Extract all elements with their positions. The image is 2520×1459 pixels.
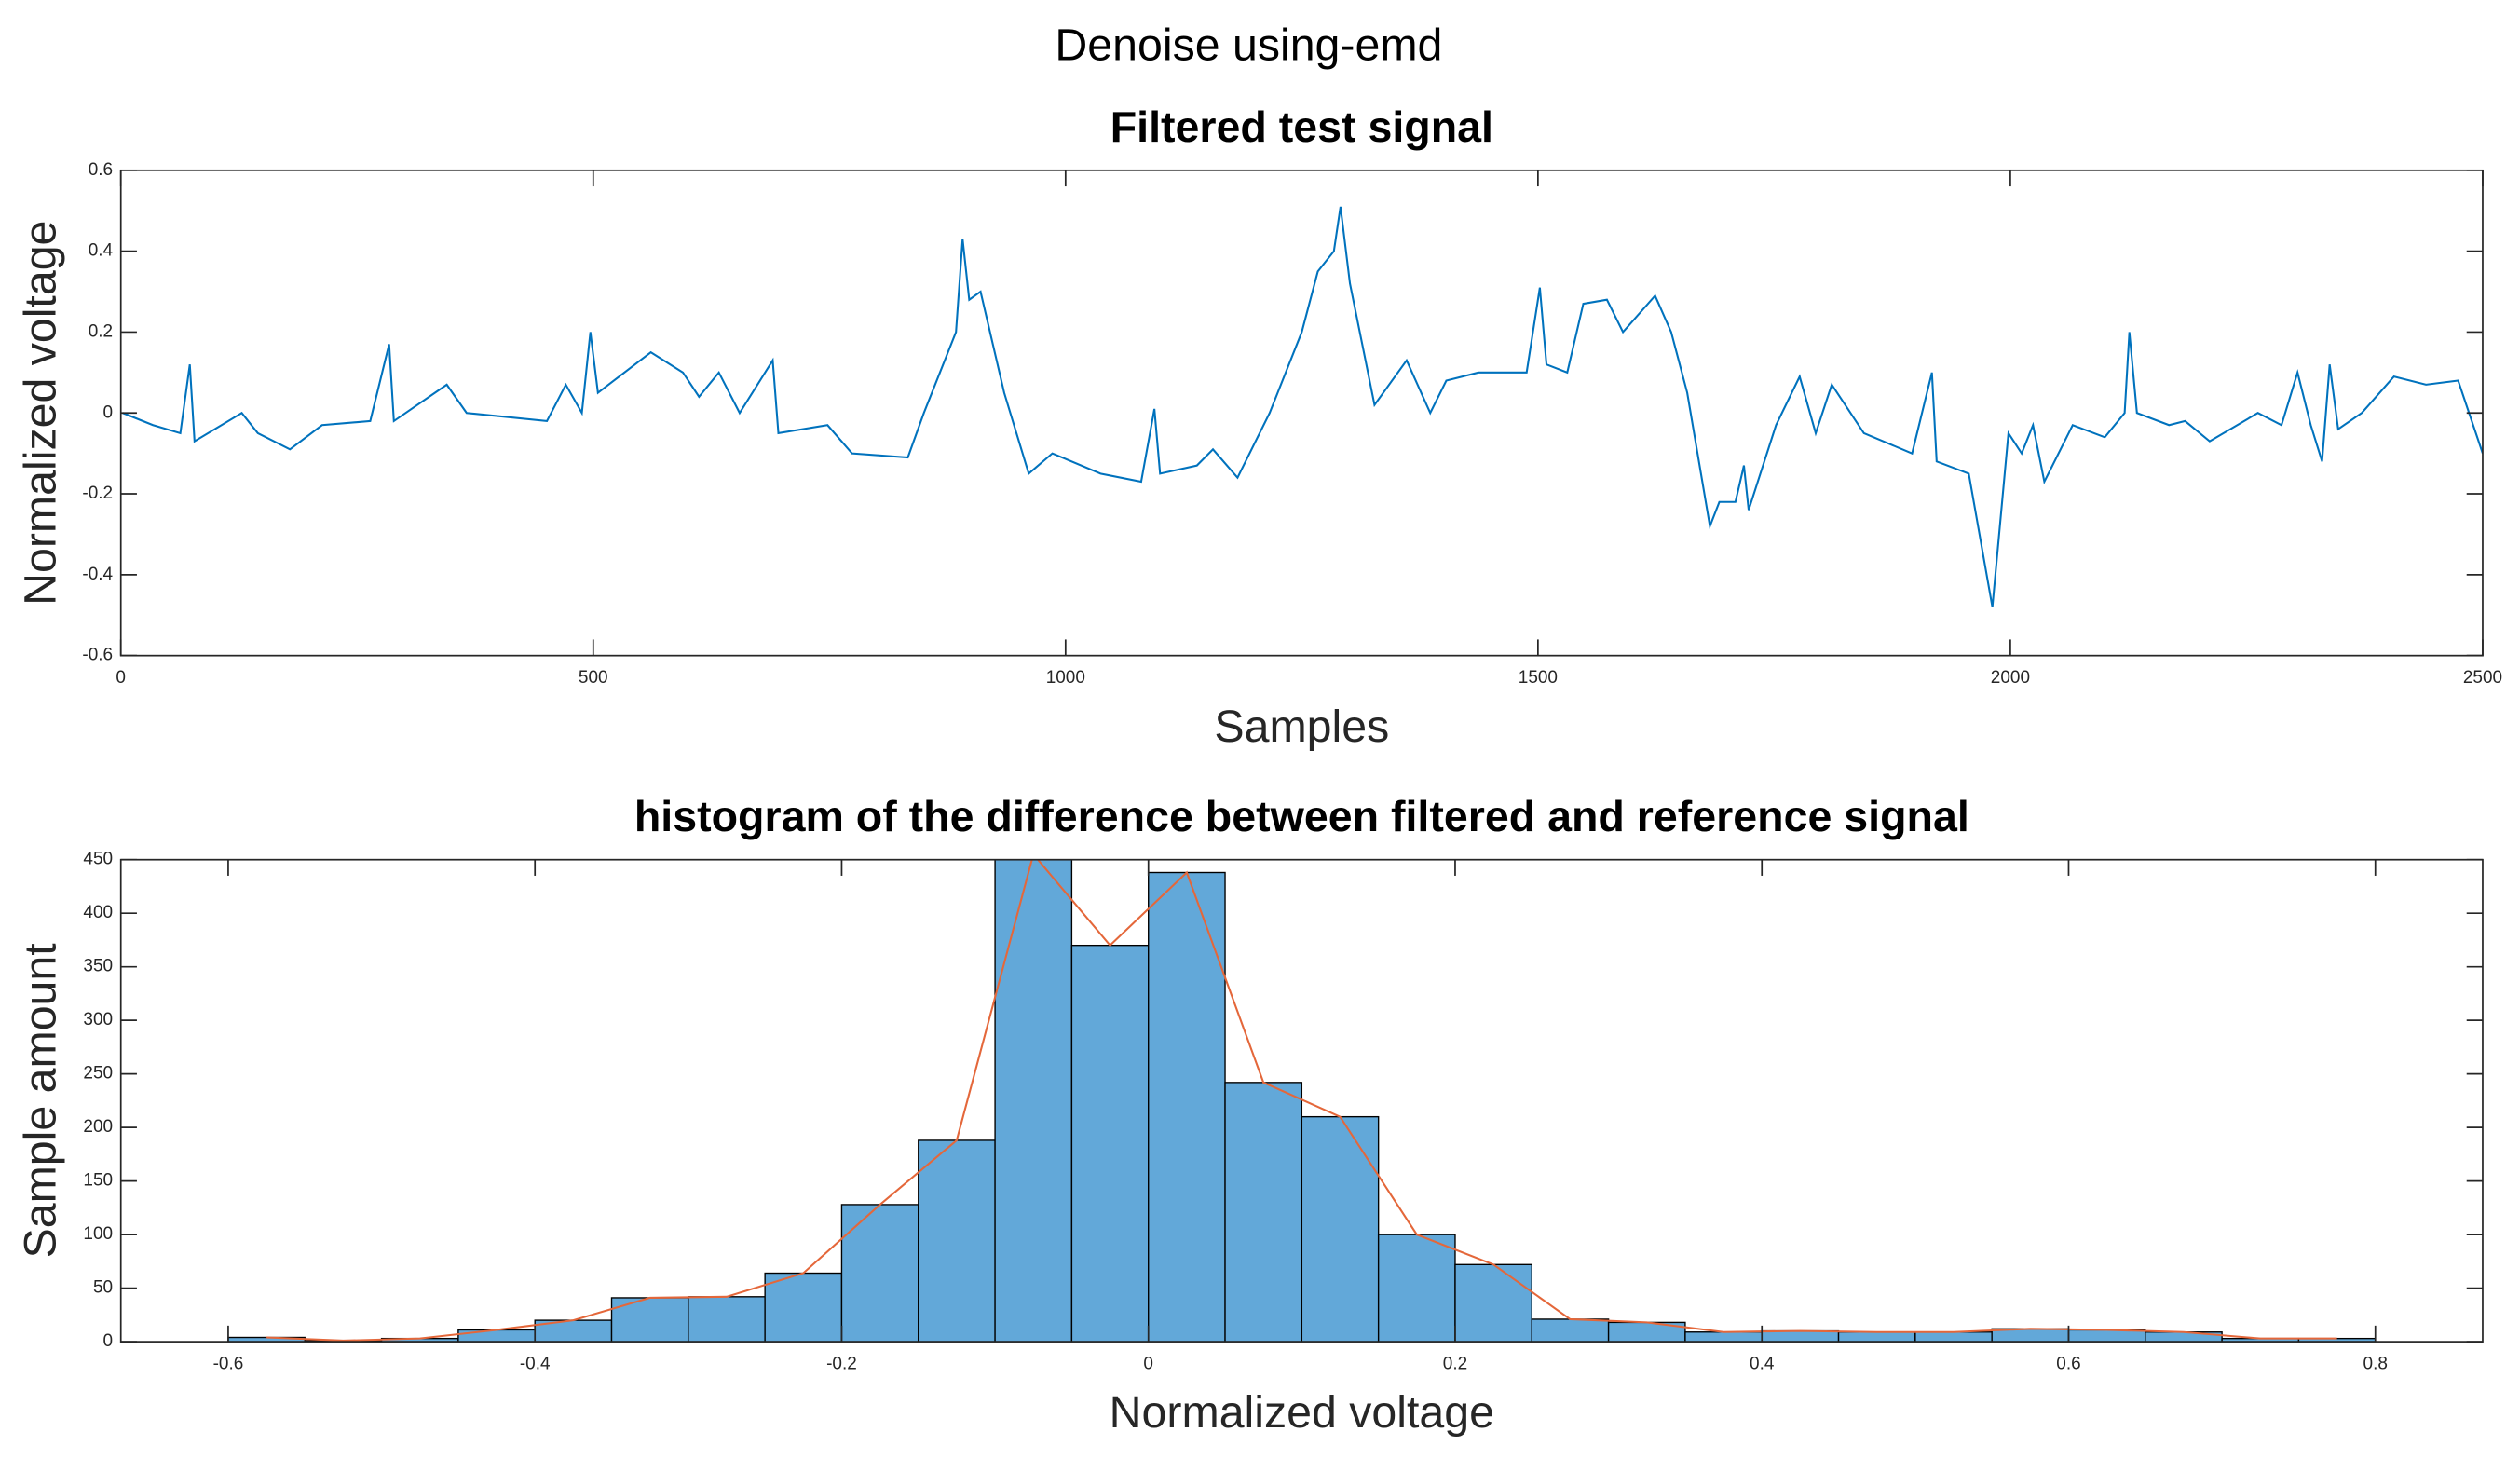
x-axis-label: Samples (1214, 702, 1389, 752)
bar (1837, 1331, 1916, 1343)
x-tick-label: -0.4 (520, 1354, 551, 1373)
y-axis-label: Normalized voltage (16, 221, 66, 606)
y-tick-label: 150 (83, 1171, 113, 1191)
bar (2067, 1329, 2146, 1343)
y-tick-label: -0.6 (82, 646, 113, 665)
bar (1761, 1329, 1840, 1343)
plot-area (227, 859, 2377, 1343)
y-axis-label: Sample amount (16, 943, 66, 1259)
chart-title: histogram of the difference between filt… (634, 792, 1969, 840)
y-tick-label: 200 (83, 1117, 113, 1137)
fit-line (266, 859, 2337, 1342)
x-axis-label: Normalized voltage (1110, 1387, 1494, 1438)
bar (840, 1204, 919, 1343)
bar (688, 1296, 766, 1343)
y-tick-label: 0.6 (89, 160, 113, 180)
bar (610, 1297, 689, 1343)
x-tick-label: -0.6 (213, 1354, 244, 1373)
y-tick-label: 0.2 (89, 321, 113, 341)
y-tick-label: 400 (83, 903, 113, 922)
x-tick-label: 2000 (1991, 668, 2030, 688)
x-tick-label: 0.6 (2056, 1354, 2080, 1373)
x-tick-label: 0.2 (1443, 1354, 1467, 1373)
bar (1684, 1331, 1763, 1343)
y-tick-label: 100 (83, 1224, 113, 1244)
bar (1531, 1318, 1610, 1343)
figure-title: Denoise using-emd (1055, 20, 1442, 70)
x-tick-label: 0.8 (2363, 1354, 2388, 1373)
x-tick-label: -0.2 (826, 1354, 857, 1373)
bar (918, 1139, 996, 1343)
plot-area (122, 206, 2483, 607)
bar (1454, 1263, 1532, 1343)
bar (994, 859, 1073, 1343)
y-tick-label: 50 (93, 1278, 113, 1298)
x-tick-label: 1500 (1519, 668, 1558, 688)
data-line (122, 206, 2483, 607)
bar (1148, 871, 1226, 1343)
x-tick-label: 0 (116, 668, 126, 688)
x-tick-label: 0.4 (1750, 1354, 1774, 1373)
y-tick-label: 350 (83, 957, 113, 976)
y-tick-label: 0 (103, 402, 114, 422)
chart-title: Filtered test signal (1110, 102, 1493, 151)
bar (1224, 1082, 1303, 1343)
bar (764, 1272, 843, 1343)
x-tick-label: 500 (579, 668, 608, 688)
x-tick-label: 2500 (2463, 668, 2502, 688)
bar (457, 1329, 536, 1343)
bar (1301, 1115, 1380, 1343)
y-tick-label: -0.4 (82, 565, 113, 584)
y-tick-label: 300 (83, 1010, 113, 1029)
axes-box (119, 858, 2484, 1343)
y-tick-label: -0.2 (82, 484, 113, 503)
bar (1070, 944, 1150, 1343)
y-tick-label: 0.4 (89, 241, 113, 261)
bar (1914, 1331, 1993, 1343)
y-tick-label: 450 (83, 850, 113, 869)
y-tick-label: 0 (103, 1331, 114, 1351)
x-tick-label: 0 (1143, 1354, 1153, 1373)
x-tick-label: 1000 (1046, 668, 1085, 688)
y-tick-label: 250 (83, 1064, 113, 1084)
bar (1377, 1234, 1456, 1343)
